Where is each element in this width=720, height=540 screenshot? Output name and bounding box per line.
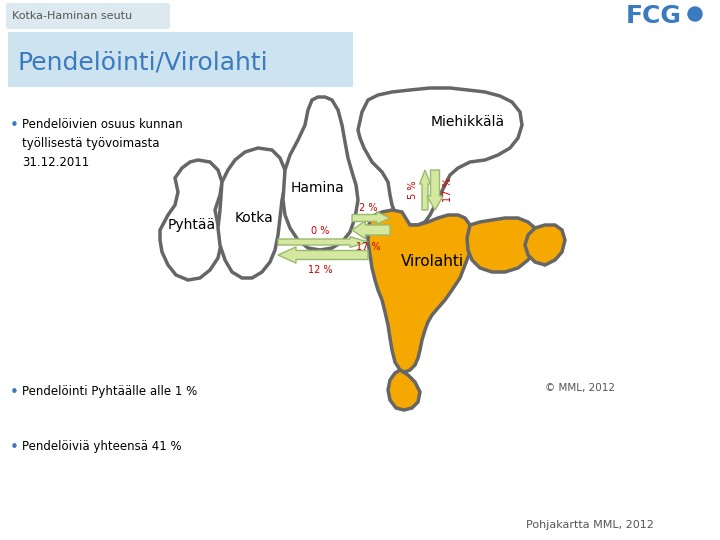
Text: Pendelöinti/Virolahti: Pendelöinti/Virolahti	[18, 50, 269, 74]
Polygon shape	[160, 160, 222, 280]
Text: Pendelöivien osuus kunnan
työllisestä työvoimasta
31.12.2011: Pendelöivien osuus kunnan työllisestä ty…	[22, 118, 183, 169]
FancyArrow shape	[352, 212, 390, 224]
Polygon shape	[388, 370, 420, 410]
Text: 12 %: 12 %	[307, 265, 333, 275]
FancyArrow shape	[278, 237, 368, 247]
Text: 17 %: 17 %	[443, 178, 453, 202]
FancyArrow shape	[352, 221, 390, 239]
Polygon shape	[467, 218, 538, 272]
Text: Virolahti: Virolahti	[400, 254, 464, 269]
Text: FCG: FCG	[626, 4, 682, 28]
Polygon shape	[368, 210, 472, 372]
Text: Hamina: Hamina	[291, 181, 345, 195]
Text: Pendelöiviä yhteensä 41 %: Pendelöiviä yhteensä 41 %	[22, 440, 181, 453]
FancyBboxPatch shape	[6, 3, 170, 29]
Text: Kotka-Haminan seutu: Kotka-Haminan seutu	[12, 11, 132, 21]
Text: •: •	[10, 440, 19, 455]
Text: © MML, 2012: © MML, 2012	[545, 383, 615, 393]
Polygon shape	[283, 97, 358, 250]
FancyArrow shape	[278, 247, 368, 263]
FancyArrow shape	[427, 170, 443, 210]
Text: Pohjakartta MML, 2012: Pohjakartta MML, 2012	[526, 520, 654, 530]
Polygon shape	[358, 88, 522, 225]
FancyArrow shape	[420, 170, 431, 210]
Text: 17 %: 17 %	[356, 242, 380, 252]
Text: Pyhtää: Pyhtää	[168, 218, 216, 232]
Text: •: •	[10, 385, 19, 400]
Polygon shape	[525, 225, 565, 265]
Text: 0 %: 0 %	[311, 226, 329, 236]
Text: Kotka: Kotka	[235, 211, 274, 225]
Text: 2 %: 2 %	[359, 203, 377, 213]
Text: 5 %: 5 %	[408, 181, 418, 199]
FancyBboxPatch shape	[8, 32, 353, 87]
Text: •: •	[10, 118, 19, 133]
Circle shape	[688, 7, 702, 21]
Text: Miehikkälä: Miehikkälä	[431, 115, 505, 129]
Text: Pendelöinti Pyhtäälle alle 1 %: Pendelöinti Pyhtäälle alle 1 %	[22, 385, 197, 398]
Polygon shape	[218, 148, 285, 278]
